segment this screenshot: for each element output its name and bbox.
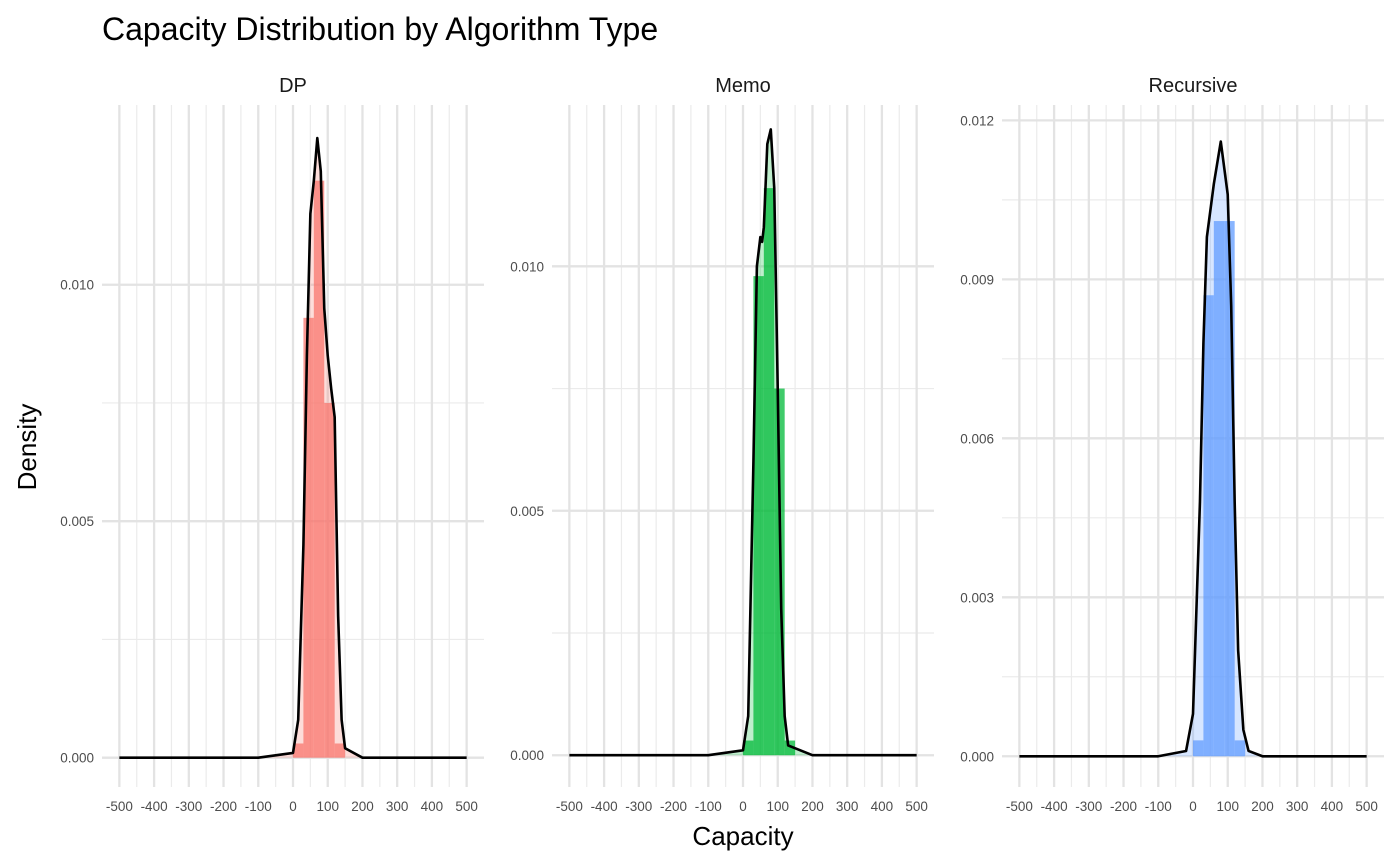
x-tick-label: 300 (836, 799, 859, 814)
x-tick-label: 0 (739, 799, 747, 814)
x-tick-label: -100 (1145, 799, 1172, 814)
x-tick-label: -400 (591, 799, 618, 814)
x-tick-label: -400 (141, 799, 168, 814)
histogram-bar (313, 180, 325, 758)
x-tick-label: -500 (556, 799, 583, 814)
histogram-bar (743, 740, 754, 756)
x-tick-label: -500 (106, 799, 133, 814)
x-tick-label: 100 (1216, 799, 1239, 814)
x-tick-label: -200 (660, 799, 687, 814)
facet-label: Memo (715, 75, 771, 97)
facet-panels: DP 0.000 0.005 0.010 -500 -400 -300 -200 -100 0 10… (60, 75, 1384, 814)
y-axis-title: Density (12, 404, 42, 491)
y-tick-label: 0.009 (960, 272, 994, 287)
x-tick-label: 0 (289, 799, 297, 814)
x-tick-label: 400 (1321, 799, 1344, 814)
x-tick-label: 500 (455, 799, 478, 814)
histogram-bar (763, 188, 775, 756)
y-tick-label: 0.000 (510, 748, 544, 763)
histogram-bar (1234, 740, 1246, 757)
histogram-bar (753, 276, 764, 756)
histogram-bar (1213, 221, 1225, 757)
histogram-bar (334, 743, 346, 758)
x-tick-label: 0 (1189, 799, 1197, 814)
histogram-bar (1193, 740, 1204, 757)
facet-recursive: Recursive 0.000 0.003 0.006 0.009 0.012 -500 -4… (960, 75, 1384, 814)
x-tick-label: 500 (905, 799, 928, 814)
x-tick-label: -100 (245, 799, 272, 814)
x-tick-label: -100 (695, 799, 722, 814)
y-tick-label: 0.003 (960, 590, 994, 605)
histogram-bar (293, 743, 304, 758)
histogram-bar (1224, 221, 1235, 757)
facet-label: DP (279, 75, 307, 97)
y-tick-label: 0.010 (510, 259, 544, 274)
x-tick-label: -500 (1006, 799, 1033, 814)
x-tick-label: 100 (766, 799, 789, 814)
y-tick-label: 0.005 (60, 514, 94, 529)
x-tick-label: -300 (175, 799, 202, 814)
x-tick-label: -400 (1041, 799, 1068, 814)
x-tick-label: 300 (386, 799, 409, 814)
x-tick-label: 100 (316, 799, 339, 814)
histogram-bar (324, 402, 335, 758)
x-axis-title: Capacity (692, 821, 793, 851)
x-tick-label: 400 (421, 799, 444, 814)
density-line-memo (569, 128, 917, 757)
x-tick-label: 200 (351, 799, 374, 814)
x-tick-label: 200 (801, 799, 824, 814)
x-tick-label: -200 (1110, 799, 1137, 814)
facet-label: Recursive (1149, 75, 1238, 97)
x-tick-label: 300 (1286, 799, 1309, 814)
histogram-bar (784, 740, 796, 756)
facet-memo: Memo 0.000 0.005 0.010 -500 -400 -300 -200 -100 0… (510, 75, 934, 814)
x-tick-label: -300 (1075, 799, 1102, 814)
y-tick-label: 0.000 (60, 751, 94, 766)
facet-dp: DP 0.000 0.005 0.010 -500 -400 -300 -200 -100 0 10… (60, 75, 484, 814)
y-tick-label: 0.000 (960, 749, 994, 764)
histogram-bar (303, 317, 314, 758)
density-line-dp (119, 136, 467, 759)
histogram-bar (1203, 295, 1214, 757)
x-tick-label: 400 (871, 799, 894, 814)
x-tick-label: -300 (625, 799, 652, 814)
chart-title: Capacity Distribution by Algorithm Type (102, 11, 658, 47)
y-tick-label: 0.012 (960, 113, 994, 128)
x-tick-label: 500 (1355, 799, 1378, 814)
x-tick-label: 200 (1251, 799, 1274, 814)
density-line-recursive (1019, 140, 1367, 758)
y-tick-label: 0.006 (960, 431, 994, 446)
y-tick-label: 0.005 (510, 504, 544, 519)
x-tick-label: -200 (210, 799, 237, 814)
y-tick-label: 0.010 (60, 278, 94, 293)
